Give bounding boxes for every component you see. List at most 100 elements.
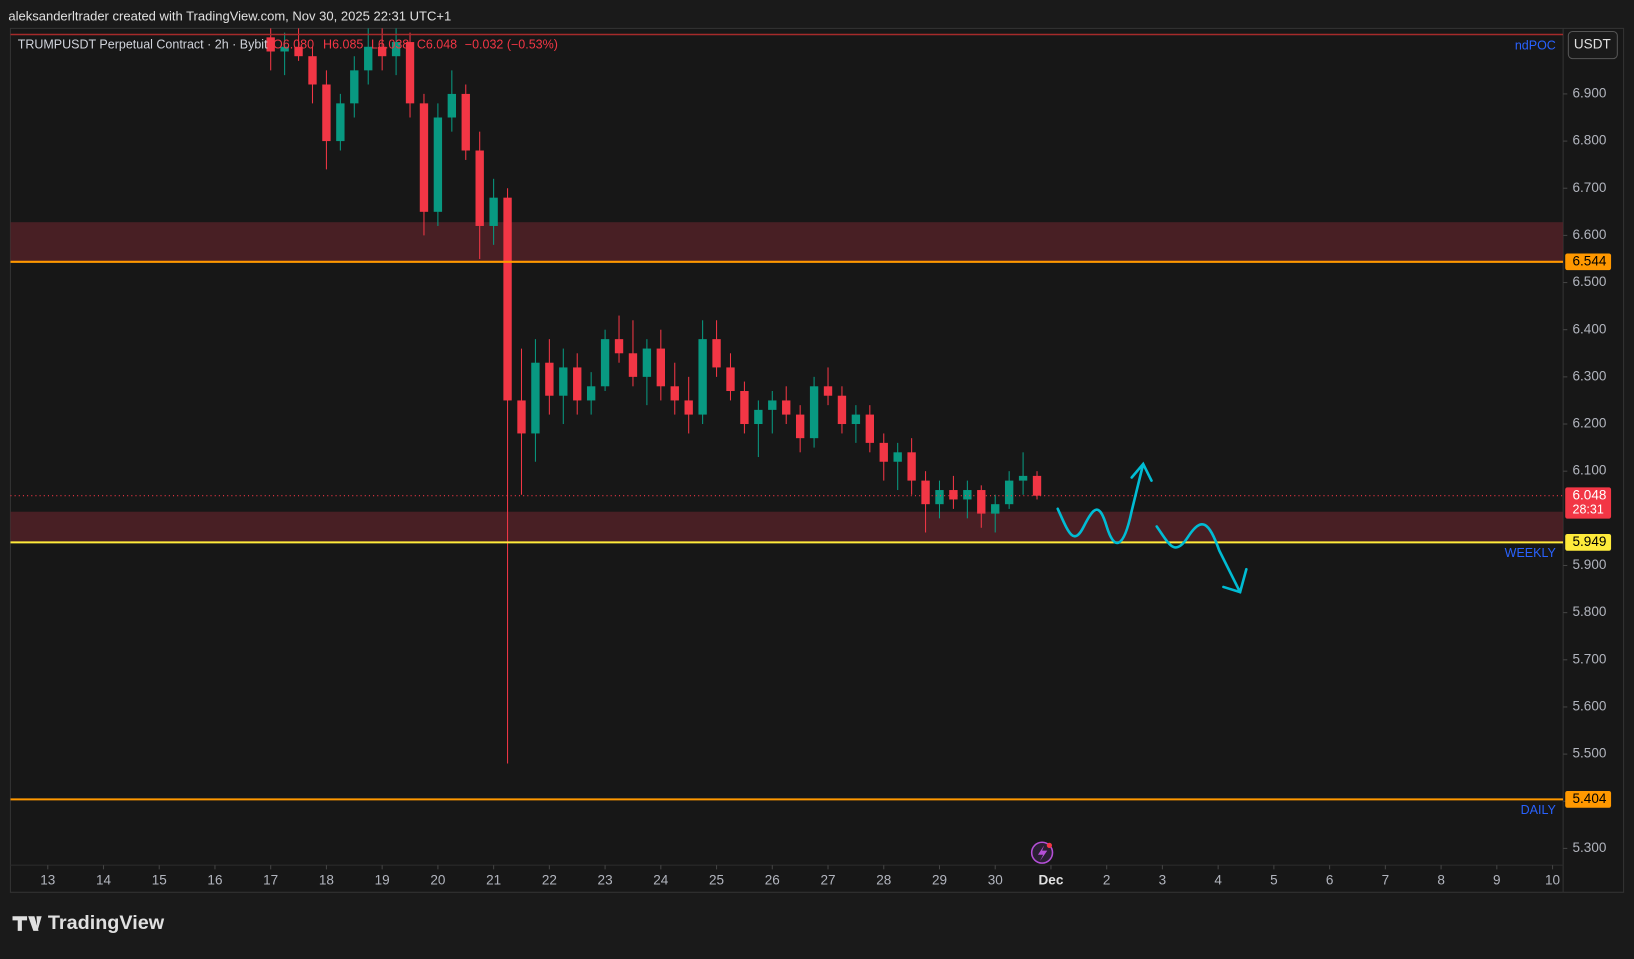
x-tick-label: 29 — [932, 872, 947, 887]
level-name: DAILY — [1521, 803, 1557, 817]
y-tick-label: 5.500 — [1573, 746, 1607, 761]
y-tick-label: 6.500 — [1573, 274, 1607, 289]
candle-body — [698, 339, 707, 415]
candle-body — [294, 46, 303, 57]
candle-body — [795, 414, 805, 439]
candle-body — [517, 400, 526, 434]
candle-body — [614, 339, 624, 354]
y-tick-label: 6.900 — [1573, 86, 1607, 101]
candle-body — [600, 339, 610, 387]
level-tag — [1565, 791, 1612, 808]
candle-body — [726, 367, 735, 392]
candle-body — [1004, 480, 1014, 505]
y-tick-label: 5.600 — [1573, 699, 1607, 714]
candle-body — [963, 490, 972, 500]
drawing-arrow — [1056, 461, 1153, 545]
candle-body — [865, 414, 875, 443]
candle-body — [754, 409, 763, 425]
candle-body — [977, 490, 986, 514]
candle-body — [935, 490, 944, 505]
candle-body — [837, 395, 847, 425]
candle-body — [322, 84, 331, 142]
currency-button[interactable] — [1567, 30, 1618, 60]
candle-body — [405, 42, 415, 104]
x-tick-label: 21 — [486, 872, 501, 887]
candle-body — [559, 367, 568, 396]
x-tick-label: 6 — [1326, 872, 1334, 887]
candle-body — [377, 46, 387, 57]
y-tick-label: 6.700 — [1573, 180, 1607, 195]
candle-body — [280, 46, 289, 52]
y-tick-label: 5.800 — [1573, 604, 1607, 619]
x-tick-label: 8 — [1437, 872, 1445, 887]
candle-body — [712, 339, 721, 368]
candle-body — [308, 56, 317, 85]
y-tick-label: 5.700 — [1573, 651, 1607, 666]
last-price-tag — [1565, 487, 1612, 519]
x-tick-label: 14 — [96, 872, 112, 887]
brand-logo — [12, 916, 42, 931]
x-tick-label: 17 — [263, 872, 278, 887]
y-tick-label: 5.900 — [1573, 557, 1607, 572]
candle-body — [475, 150, 484, 226]
x-tick-label: 3 — [1159, 872, 1167, 887]
y-tick-label: 5.300 — [1573, 840, 1607, 855]
candle-body — [364, 46, 373, 71]
x-tick-label: 7 — [1382, 872, 1390, 887]
x-tick-label: 22 — [542, 872, 557, 887]
candle-body — [461, 93, 470, 151]
y-tick-label: 6.800 — [1573, 133, 1607, 148]
candle-body — [991, 504, 1000, 514]
candle-body — [684, 400, 693, 415]
candle-body — [670, 386, 679, 401]
candle-body — [531, 362, 540, 434]
x-tick-label: 28 — [876, 872, 891, 887]
candle-body — [768, 400, 777, 410]
level-name: WEEKLY — [1505, 546, 1557, 560]
candle-body — [266, 37, 275, 52]
plot-area — [10, 28, 1564, 801]
candle-body — [1018, 475, 1028, 481]
candle-body — [656, 348, 666, 387]
ohlc: O6.080 — [273, 37, 314, 51]
last-price: 6.048 — [1573, 487, 1607, 502]
candle-body — [823, 386, 833, 396]
x-tick-label: 9 — [1493, 872, 1501, 887]
candle-body — [573, 367, 582, 401]
candle-body — [447, 93, 457, 118]
x-tick-label: 18 — [319, 872, 334, 887]
candle-body — [350, 70, 359, 104]
level-price: 5.949 — [1573, 534, 1607, 549]
y-tick-label: 6.600 — [1573, 227, 1607, 242]
x-tick-label: 30 — [988, 872, 1003, 887]
candle-body — [782, 400, 791, 415]
x-tick-label: 4 — [1214, 872, 1222, 887]
x-tick-label: 27 — [820, 872, 835, 887]
candle-body — [489, 197, 498, 226]
x-tick-label: 20 — [430, 872, 445, 887]
chart-frame — [9, 27, 1625, 893]
x-tick-label: 16 — [207, 872, 222, 887]
candle-body — [809, 386, 819, 439]
currency[interactable]: USDT — [1574, 37, 1611, 52]
brand: TradingView — [48, 912, 165, 934]
candle-body — [503, 197, 512, 401]
ohlc: L6.038 — [371, 37, 409, 51]
y-tick-label: 6.300 — [1573, 368, 1607, 383]
level-tag — [1565, 253, 1612, 271]
x-tick-label: 24 — [653, 872, 669, 887]
alert-dot — [1046, 842, 1052, 848]
candle-body — [545, 362, 554, 396]
header: aleksanderltrader created with TradingVi… — [8, 8, 451, 23]
candle-body — [391, 42, 401, 57]
poc-label: ndPOC — [1515, 38, 1556, 52]
x-tick-label: 26 — [765, 872, 780, 887]
candle-body — [907, 452, 916, 481]
candle-body — [893, 452, 902, 462]
x-tick-label: 5 — [1270, 872, 1278, 887]
candle-body — [1032, 475, 1042, 496]
x-tick-label: 23 — [598, 872, 613, 887]
candle-body — [642, 348, 652, 377]
x-tick-label: 15 — [152, 872, 167, 887]
